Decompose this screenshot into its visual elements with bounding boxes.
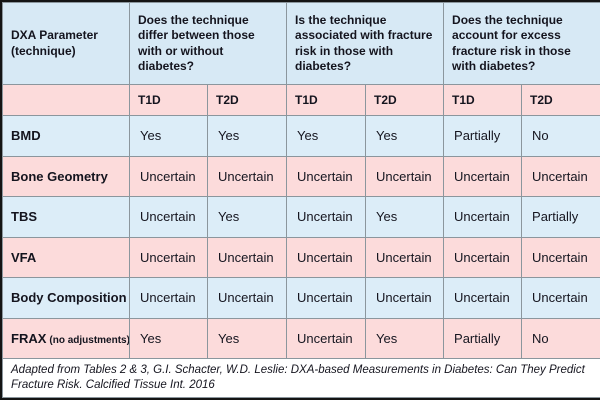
row-label-suffix: (no adjustments) — [49, 334, 130, 346]
value-cell: Uncertain — [129, 155, 208, 198]
value-cell: Uncertain — [365, 155, 445, 198]
value-cell: Uncertain — [443, 155, 523, 198]
value-cell: Yes — [365, 115, 445, 157]
value-cell: Yes — [365, 196, 445, 238]
value-cell: Uncertain — [365, 277, 445, 319]
question-excess-risk-cell: Does the technique account for excess fr… — [443, 2, 600, 85]
row-label: BMD — [2, 115, 130, 157]
value-cell: Yes — [206, 196, 288, 238]
param-header-cell: DXA Parameter (technique) — [2, 2, 130, 85]
value-cell: Uncertain — [521, 277, 600, 319]
subheader-t2d-3: T2D — [521, 84, 600, 116]
subheader-empty-cell — [2, 84, 130, 116]
subheader-row: T1D T2D T1D T2D T1D T2D — [2, 84, 600, 116]
row-label: FRAX (no adjustments) — [2, 317, 130, 360]
value-cell: Uncertain — [521, 155, 600, 198]
question-fracture-risk-cell: Is the technique associated with fractur… — [286, 2, 445, 85]
value-cell: Uncertain — [286, 236, 367, 279]
value-cell: Partially — [443, 115, 523, 157]
table-row-bone-geometry: Bone Geometry Uncertain Uncertain Uncert… — [2, 155, 600, 198]
value-cell: Uncertain — [129, 277, 208, 319]
subheader-t1d-2: T1D — [286, 84, 367, 116]
value-cell: Partially — [521, 196, 600, 238]
table-row-tbs: TBS Uncertain Yes Uncertain Yes Uncertai… — [2, 196, 600, 238]
value-cell: Uncertain — [443, 236, 523, 279]
subheader-t1d-1: T1D — [129, 84, 208, 116]
value-cell: No — [521, 115, 600, 157]
value-cell: Uncertain — [206, 277, 288, 319]
footer-row: Adapted from Tables 2 & 3, G.I. Schacter… — [1, 358, 600, 398]
value-cell: Uncertain — [521, 236, 600, 279]
value-cell: Uncertain — [365, 236, 445, 279]
value-cell: No — [521, 317, 600, 360]
value-cell: Yes — [129, 317, 208, 360]
value-cell: Uncertain — [286, 317, 367, 360]
table-row-vfa: VFA Uncertain Uncertain Uncertain Uncert… — [2, 236, 600, 279]
row-label: Body Composition — [2, 277, 130, 319]
value-cell: Uncertain — [443, 277, 523, 319]
value-cell: Uncertain — [286, 155, 367, 198]
table-row-frax: FRAX (no adjustments) Yes Yes Uncertain Y… — [2, 317, 600, 360]
value-cell: Uncertain — [443, 196, 523, 238]
header-row: DXA Parameter (technique) Does the techn… — [2, 2, 600, 85]
value-cell: Uncertain — [286, 196, 367, 238]
value-cell: Uncertain — [206, 236, 288, 279]
value-cell: Yes — [286, 115, 367, 157]
subheader-t2d-1: T2D — [206, 84, 288, 116]
value-cell: Uncertain — [206, 155, 288, 198]
row-label: TBS — [2, 196, 130, 238]
subheader-t1d-3: T1D — [443, 84, 523, 116]
subheader-t2d-2: T2D — [365, 84, 445, 116]
value-cell: Yes — [206, 317, 288, 360]
value-cell: Uncertain — [286, 277, 367, 319]
value-cell: Yes — [206, 115, 288, 157]
value-cell: Yes — [365, 317, 445, 360]
table-row-body-composition: Body Composition Uncertain Uncertain Unc… — [2, 277, 600, 319]
value-cell: Uncertain — [129, 236, 208, 279]
row-label: Bone Geometry — [2, 155, 130, 198]
question-differ-cell: Does the technique differ between those … — [128, 2, 288, 85]
value-cell: Partially — [443, 317, 523, 360]
row-label: VFA — [2, 236, 130, 279]
value-cell: Yes — [129, 115, 208, 157]
value-cell: Uncertain — [129, 196, 208, 238]
table-row-bmd: BMD Yes Yes Yes Yes Partially No — [2, 115, 600, 157]
citation-text: Adapted from Tables 2 & 3, G.I. Schacter… — [1, 358, 600, 398]
